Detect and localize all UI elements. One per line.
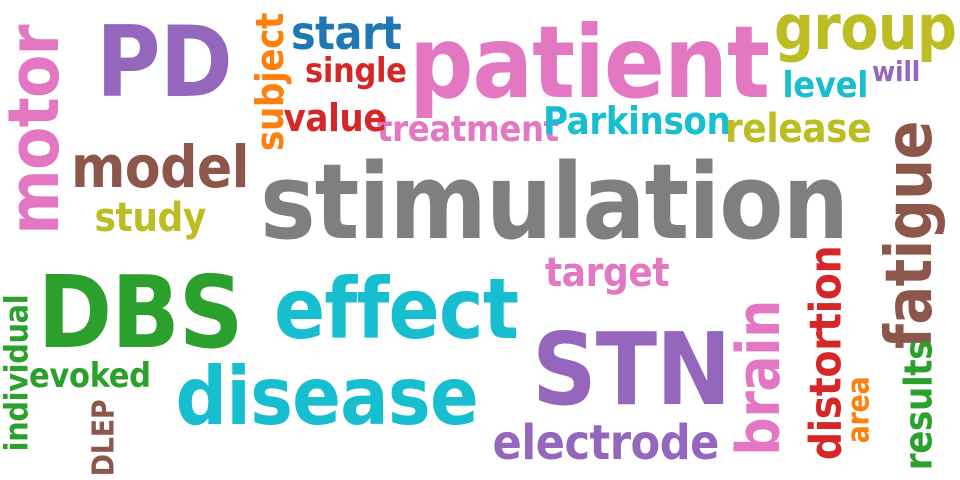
word-area: area [840, 376, 876, 444]
word-electrode: electrode [492, 415, 720, 471]
word-model: model [71, 133, 250, 201]
word-patient: patient [409, 4, 770, 121]
word-evoked: evoked [29, 356, 151, 396]
word-PD: PD [96, 6, 233, 120]
word-disease: disease [175, 350, 479, 443]
word-motor: motor [0, 25, 75, 235]
word-level: level [782, 65, 869, 106]
word-release: release [725, 106, 872, 152]
word-value: value [283, 96, 387, 140]
word-target: target [545, 250, 670, 296]
word-DBS: DBS [37, 254, 244, 371]
word-single: single [305, 51, 407, 91]
word-STN: STN [532, 311, 731, 428]
word-stimulation: stimulation [260, 141, 849, 263]
word-DLEP: DLEP [85, 399, 121, 477]
word-study: study [94, 195, 207, 241]
word-individual: individual [0, 294, 35, 452]
word-brain: brain [723, 300, 794, 456]
word-start: start [291, 6, 402, 60]
word-Parkinson: Parkinson [543, 99, 731, 143]
word-treatment: treatment [377, 109, 559, 150]
word-group: group [774, 0, 957, 64]
word-effect: effect [274, 260, 519, 358]
word-results: results [895, 339, 940, 471]
word-fatigue: fatigue [872, 121, 947, 349]
word-will: will [872, 55, 921, 88]
